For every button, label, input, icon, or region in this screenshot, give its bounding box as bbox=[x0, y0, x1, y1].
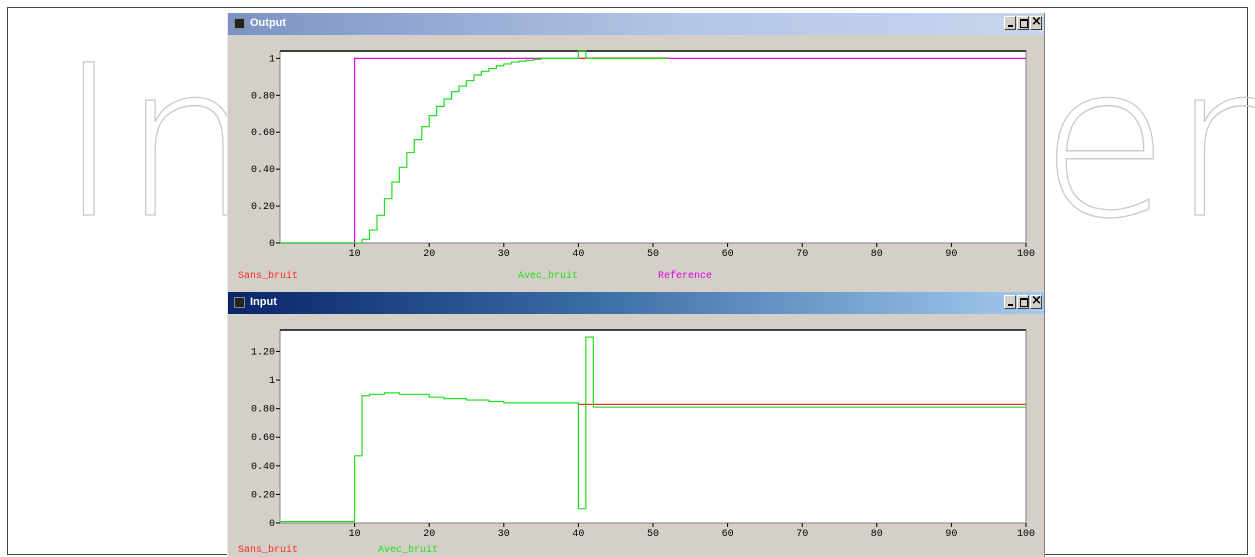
window-title: Output bbox=[250, 17, 287, 29]
x-tick-label: 90 bbox=[945, 249, 957, 260]
window-menu-icon[interactable] bbox=[234, 18, 245, 29]
x-tick-label: 30 bbox=[498, 249, 510, 260]
y-tick-label: 0.60 bbox=[251, 128, 275, 139]
output-chart: 0 0.20 0.40 0.60 0.80 1 10 20 30 40 50 60 70 80 90 100 S… bbox=[238, 50, 1035, 282]
close-icon[interactable] bbox=[1030, 14, 1042, 30]
x-tick-label: 60 bbox=[722, 529, 734, 540]
x-tick-label: 30 bbox=[498, 529, 510, 540]
x-tick-label: 80 bbox=[871, 529, 883, 540]
legend-item: Sans_bruit bbox=[238, 270, 298, 282]
x-tick-label: 80 bbox=[871, 249, 883, 260]
output-window[interactable]: Output 0 0.20 0.40 0.60 0.80 1 10 20 30 40 50 60 70 8… bbox=[227, 13, 1045, 292]
x-tick-label: 100 bbox=[1017, 249, 1035, 260]
series-line-avec-bruit bbox=[280, 336, 1026, 523]
window-menu-icon[interactable] bbox=[234, 297, 245, 308]
y-tick-label: 0.40 bbox=[251, 165, 275, 176]
x-tick-label: 60 bbox=[722, 249, 734, 260]
x-tick-label: 20 bbox=[423, 249, 435, 260]
minimize-icon[interactable] bbox=[1004, 295, 1016, 309]
y-tick-label: 0 bbox=[269, 239, 275, 250]
y-tick-label: 1 bbox=[269, 54, 275, 65]
plot-area bbox=[279, 50, 1027, 244]
watermark-right: en bbox=[1039, 20, 1255, 265]
y-tick-label: 0.20 bbox=[251, 202, 275, 213]
y-tick-label: 0.80 bbox=[251, 405, 275, 416]
x-tick-label: 70 bbox=[796, 529, 808, 540]
x-tick-label: 100 bbox=[1017, 529, 1035, 540]
series-line-avec-bruit bbox=[280, 50, 668, 244]
x-tick-label: 10 bbox=[349, 249, 361, 260]
input-chart: 0 0.20 0.40 0.60 0.80 1 1.20 10 20 30 40 50 60 70 80 90… bbox=[238, 329, 1035, 556]
minimize-icon[interactable] bbox=[1004, 16, 1016, 30]
maximize-icon[interactable] bbox=[1017, 16, 1029, 30]
plot-area bbox=[279, 329, 1027, 524]
window-title: Input bbox=[250, 296, 277, 308]
x-tick-label: 40 bbox=[572, 249, 584, 260]
legend-item: Reference bbox=[658, 270, 712, 282]
x-tick-label: 50 bbox=[647, 529, 659, 540]
x-tick-label: 70 bbox=[796, 249, 808, 260]
legend-item: Sans_bruit bbox=[238, 544, 298, 556]
output-titlebar[interactable]: Output bbox=[228, 13, 1044, 35]
y-tick-label: 0.20 bbox=[251, 490, 275, 501]
y-tick-label: 1 bbox=[269, 376, 275, 387]
x-tick-label: 10 bbox=[349, 529, 361, 540]
close-icon[interactable] bbox=[1030, 293, 1042, 309]
y-tick-label: 0.40 bbox=[251, 462, 275, 473]
watermark-left: In bbox=[57, 20, 258, 265]
maximize-icon[interactable] bbox=[1017, 295, 1029, 309]
legend-item: Avec_bruit bbox=[518, 270, 578, 282]
legend-item: Avec_bruit bbox=[378, 544, 438, 556]
y-tick-label: 0.80 bbox=[251, 91, 275, 102]
y-tick-label: 0 bbox=[269, 519, 275, 530]
x-tick-label: 90 bbox=[945, 529, 957, 540]
y-tick-label: 1.20 bbox=[251, 347, 275, 358]
x-tick-label: 50 bbox=[647, 249, 659, 260]
input-window[interactable]: Input 0 0.20 0.40 0.60 0.80 1 1.20 10 20 30 40 50 60… bbox=[227, 292, 1045, 557]
x-tick-label: 20 bbox=[423, 529, 435, 540]
x-tick-label: 40 bbox=[572, 529, 584, 540]
y-tick-label: 0.60 bbox=[251, 433, 275, 444]
input-titlebar[interactable]: Input bbox=[228, 292, 1044, 314]
